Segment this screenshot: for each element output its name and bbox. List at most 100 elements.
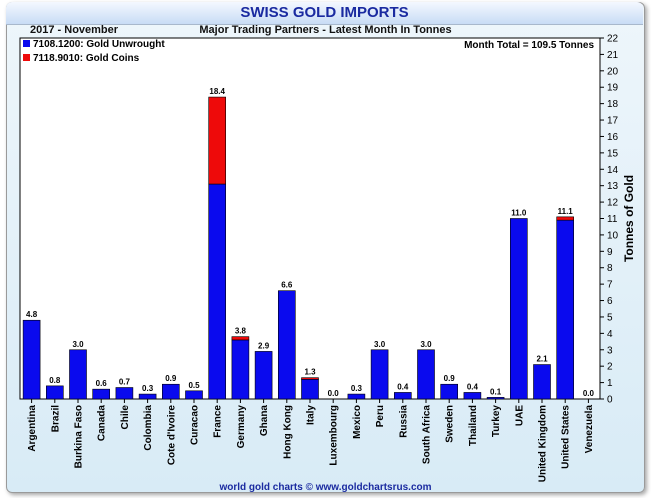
bar-unwrought (463, 392, 482, 400)
x-tick-label: Hong Kong (282, 405, 293, 459)
bar-value-label: 3.0 (374, 340, 386, 349)
bar-unwrought (440, 383, 459, 400)
y-tick-label: 7 (607, 280, 613, 291)
x-tick-label: Turkey (491, 405, 502, 437)
x-tick-label: Argentina (27, 405, 38, 452)
bar-unwrought (45, 385, 64, 400)
bar-unwrought (509, 218, 528, 400)
bar-coins (208, 96, 226, 185)
x-tick-label: Chile (120, 405, 131, 430)
x-tick-label: Ghana (259, 405, 270, 437)
y-tick-label: 21 (607, 50, 619, 61)
bar-unwrought (347, 393, 366, 400)
y-tick-label: 1 (607, 378, 613, 389)
y-tick-label: 4 (607, 329, 613, 340)
bar-unwrought (556, 219, 575, 400)
bar-unwrought (231, 339, 250, 400)
bar-unwrought (185, 390, 203, 400)
bar-value-label: 3.8 (235, 327, 247, 336)
bar-unwrought (533, 364, 551, 400)
legend-swatch-coins (23, 54, 30, 61)
bar-unwrought (208, 183, 226, 400)
bar-unwrought (22, 319, 41, 400)
x-tick-label: France (213, 405, 224, 438)
y-tick-label: 22 (607, 34, 619, 45)
bar-value-label: 0.3 (351, 384, 363, 393)
bar-value-label: 18.4 (209, 87, 225, 96)
y-axis-label: Tonnes of Gold (622, 175, 636, 262)
bar-value-label: 0.9 (165, 374, 177, 383)
x-tick-label: Germany (236, 405, 247, 449)
x-tick-label: Canada (97, 405, 108, 442)
x-tick-label: Mexico (352, 405, 363, 439)
bar-unwrought (486, 397, 505, 400)
legend-swatch-unwrought (23, 40, 30, 47)
x-tick-label: Curacao (190, 405, 201, 445)
bar-value-label: 2.9 (258, 341, 270, 350)
x-tick-label: Colombia (143, 405, 154, 451)
bar-value-label: 6.6 (281, 281, 293, 290)
bar-value-label: 0.0 (583, 389, 595, 398)
x-tick-label: Peru (375, 405, 386, 427)
x-tick-label: Sweden (445, 405, 456, 443)
legend-label-coins: 7118.9010: Gold Coins (33, 53, 140, 64)
y-tick-label: 6 (607, 296, 613, 307)
x-tick-label: Thailand (468, 405, 479, 446)
bar-coins (556, 216, 575, 221)
bar-unwrought (254, 351, 273, 400)
bar-coins (231, 336, 250, 341)
y-tick-label: 18 (607, 99, 619, 110)
bar-value-label: 3.0 (72, 340, 84, 349)
y-tick-label: 9 (607, 247, 613, 258)
bar-value-label: 0.7 (119, 378, 131, 387)
bar-unwrought (115, 387, 134, 400)
y-tick-label: 14 (607, 165, 619, 176)
subtitle-row: 2017 - November Major Trading Partners -… (0, 24, 651, 38)
x-tick-label: Venezuela (584, 405, 595, 454)
x-tick-label: Burkina Faso (74, 405, 85, 468)
bar-unwrought (162, 383, 180, 400)
y-tick-label: 3 (607, 345, 613, 356)
y-tick-label: 13 (607, 181, 619, 192)
chart-subtitle: Major Trading Partners - Latest Month In… (199, 24, 452, 36)
bar-unwrought (69, 349, 87, 400)
bar-value-label: 3.0 (420, 340, 432, 349)
y-tick-label: 16 (607, 132, 619, 143)
x-tick-label: UAE (514, 405, 525, 426)
y-tick-label: 17 (607, 116, 619, 127)
y-tick-label: 0 (607, 395, 613, 406)
bar-unwrought (301, 379, 319, 400)
y-tick-label: 20 (607, 66, 619, 77)
chart-title: SWISS GOLD IMPORTS (6, 2, 643, 25)
y-tick-label: 15 (607, 148, 619, 159)
bar-value-label: 0.8 (49, 376, 61, 385)
bar-value-label: 0.4 (467, 382, 479, 391)
bar-unwrought (417, 349, 435, 400)
bar-unwrought (92, 388, 110, 400)
bar-value-label: 0.6 (96, 379, 108, 388)
x-tick-label: United States (561, 405, 572, 469)
bar-unwrought (370, 349, 389, 400)
bar-value-label: 2.1 (536, 355, 548, 364)
period-label: 2017 - November (30, 24, 119, 36)
bar-value-label: 0.0 (328, 389, 340, 398)
x-tick-label: Italy (306, 405, 317, 425)
bar-value-label: 4.8 (26, 310, 38, 319)
bar-unwrought (277, 290, 296, 400)
bar-value-label: 0.5 (188, 381, 200, 390)
x-tick-label: Russia (398, 405, 409, 438)
y-tick-label: 11 (607, 214, 618, 225)
bar-value-label: 0.4 (397, 382, 409, 391)
legend-label-unwrought: 7108.1200: Gold Unwrought (33, 39, 165, 50)
bar-unwrought (138, 393, 157, 400)
x-tick-label: Luxembourg (329, 405, 340, 466)
bar-value-label: 11.1 (558, 207, 574, 216)
bar-value-label: 1.3 (304, 368, 316, 377)
x-tick-label: United Kingdom (538, 405, 549, 482)
bar-coins (301, 377, 319, 380)
y-tick-label: 8 (607, 263, 613, 274)
bar-value-label: 11.0 (511, 209, 527, 218)
y-tick-label: 2 (607, 362, 613, 373)
plot-area (19, 37, 601, 400)
y-tick-label: 12 (607, 198, 619, 209)
